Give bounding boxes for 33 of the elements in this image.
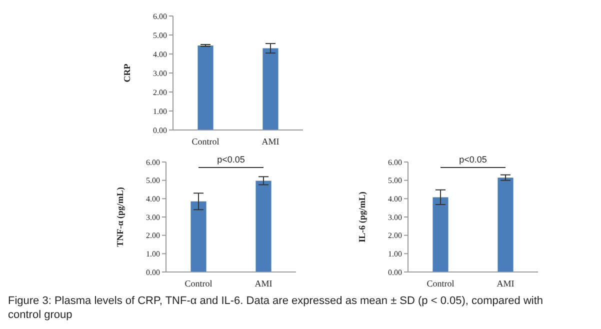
y-tick-label: 3.00 xyxy=(146,212,160,222)
x-tick-label: AMI xyxy=(262,136,280,146)
y-tick-label: 6.00 xyxy=(388,158,402,167)
x-tick-label: Control xyxy=(426,278,455,288)
y-tick-label: 3.00 xyxy=(153,68,167,78)
x-tick-label: Control xyxy=(184,278,213,288)
y-tick-label: 1.00 xyxy=(388,250,402,259)
y-axis-title: TNF-α (pg/mL) xyxy=(115,187,126,247)
y-tick-label: 4.00 xyxy=(388,194,402,204)
x-tick-label: AMI xyxy=(496,278,514,288)
y-tick-label: 5.00 xyxy=(153,30,167,40)
y-tick-label: 3.00 xyxy=(388,212,402,222)
y-tick-label: 1.00 xyxy=(153,106,167,116)
annotation: p<0.05 xyxy=(217,154,245,164)
y-tick-label: 0.00 xyxy=(388,268,402,277)
y-tick-label: 6.00 xyxy=(146,158,160,167)
y-tick-label: 6.00 xyxy=(153,12,167,21)
y-tick-label: 2.00 xyxy=(153,88,167,97)
y-tick-label: 1.00 xyxy=(146,250,160,259)
y-tick-label: 0.00 xyxy=(153,126,167,135)
annotation: p<0.05 xyxy=(459,154,487,164)
y-tick-label: 4.00 xyxy=(146,194,160,204)
y-tick-label: 2.00 xyxy=(388,231,402,240)
y-tick-label: 4.00 xyxy=(153,50,167,59)
caption: Figure 3: Plasma levels of CRP, TNF-α and IL-6. Data are expressed as mean ± SD (p < 0.05), compared with control group xyxy=(8,294,544,322)
x-tick-label: AMI xyxy=(254,278,272,288)
y-axis-title: CRP xyxy=(122,63,132,82)
x-tick-label: Control xyxy=(192,136,220,146)
y-tick-label: 2.00 xyxy=(146,231,160,240)
y-tick-label: 5.00 xyxy=(146,176,160,186)
y-axis-title: IL-6 (pg/mL) xyxy=(357,192,368,242)
y-tick-label: 0.00 xyxy=(146,268,160,277)
y-tick-label: 5.00 xyxy=(388,176,402,186)
